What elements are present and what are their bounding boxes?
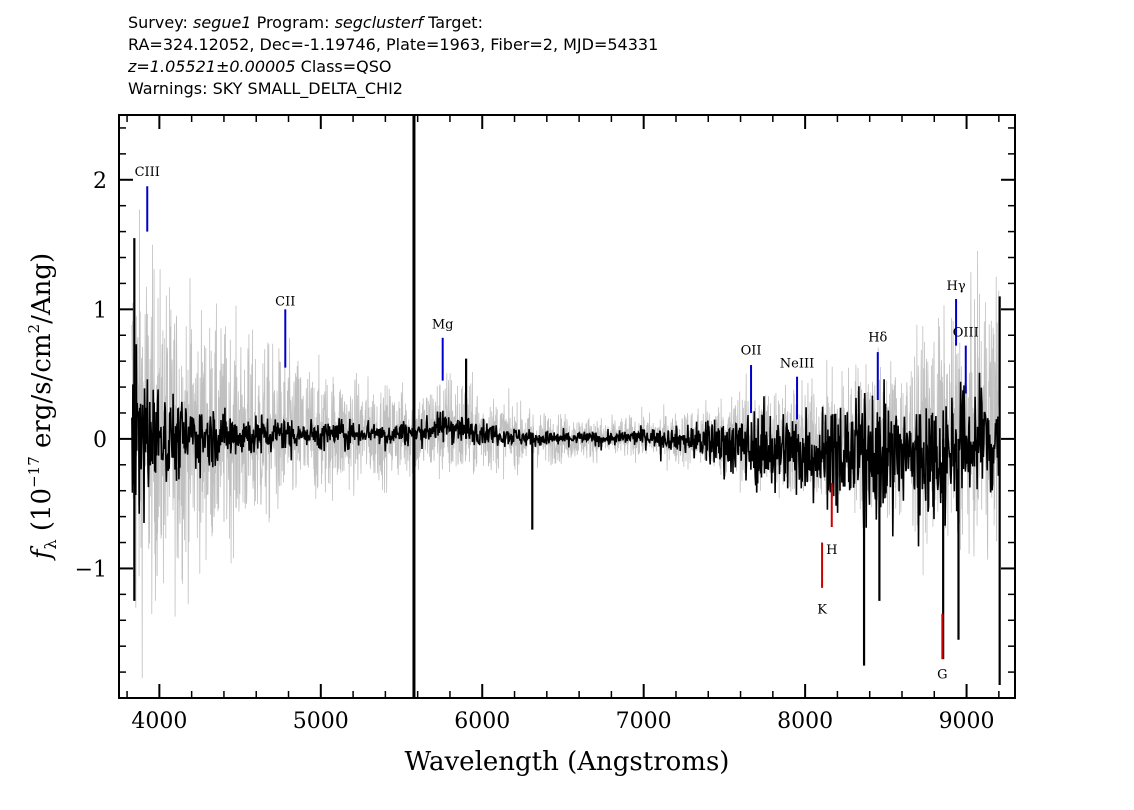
annotation-label-ciii: CIII <box>135 165 160 180</box>
survey-line: Survey: segue1 Program: segclusterf Targ… <box>128 12 658 34</box>
x-tick-label: 4000 <box>131 709 187 734</box>
x-axis-label: Wavelength (Angstroms) <box>405 747 730 777</box>
annotation-label-h: Hγ <box>947 279 966 294</box>
redshift-line: z=1.05521±0.00005 Class=QSO <box>128 56 658 78</box>
annotation-label-mg: Mg <box>432 318 454 333</box>
spectrum-header: Survey: segue1 Program: segclusterf Targ… <box>128 12 658 100</box>
x-tick-label: 6000 <box>454 709 510 734</box>
class-value: Class=QSO <box>300 57 392 76</box>
annotation-label-g: G <box>937 667 947 682</box>
axes: 4000 5000 6000 7000 8000 9000 −1 0 1 2 <box>75 115 1015 734</box>
annotation-label-neiii: NeIII <box>780 357 814 372</box>
x-tick-label: 9000 <box>939 709 995 734</box>
x-tick-label: 5000 <box>293 709 349 734</box>
flux-spectrum-line <box>131 344 1000 547</box>
x-tick-label: 8000 <box>777 709 833 734</box>
plot-frame <box>118 114 1016 699</box>
annotation-label-oii: OII <box>741 344 762 359</box>
coordinates-line: RA=324.12052, Dec=-1.19746, Plate=1963, … <box>128 35 659 54</box>
program-label: Program: <box>256 13 330 32</box>
x-tick-label: 7000 <box>616 709 672 734</box>
warnings-line: Warnings: SKY SMALL_DELTA_CHI2 <box>128 79 403 98</box>
annotation-label-cii: CII <box>275 294 295 309</box>
survey-value: segue1 <box>192 13 252 32</box>
annotation-label-oiii: OIII <box>953 325 979 340</box>
survey-label: Survey: <box>128 13 188 32</box>
target-label: Target: <box>428 13 483 32</box>
y-tick-label: 2 <box>93 169 107 194</box>
annotation-label-k: K <box>817 603 827 618</box>
y-tick-label: 0 <box>93 428 107 453</box>
plot-data-layer <box>131 115 1001 698</box>
line-annotations: CIII CII Mg OII NeIII Hδ Hγ OIII H K G <box>135 165 979 683</box>
redshift-value: z=1.05521±0.00005 <box>128 57 296 76</box>
svg-text:fλ (10−17 erg/s/cm2/Ang): fλ (10−17 erg/s/cm2/Ang) <box>25 253 60 561</box>
annotation-label-h: Hδ <box>868 331 887 346</box>
annotation-label-h: H <box>826 543 837 558</box>
y-tick-label: −1 <box>75 557 107 582</box>
y-axis-label: fλ (10−17 erg/s/cm2/Ang) <box>25 253 60 561</box>
y-tick-label: 1 <box>93 298 107 323</box>
program-value: segclusterf <box>334 13 423 32</box>
